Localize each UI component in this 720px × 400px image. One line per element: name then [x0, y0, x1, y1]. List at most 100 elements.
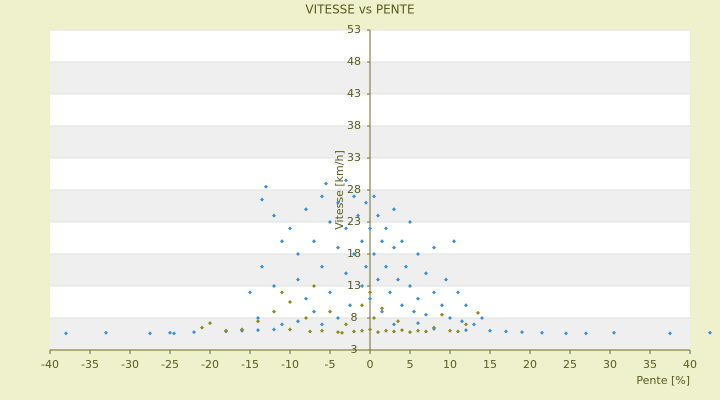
y-tick-label: 43 — [347, 87, 361, 100]
scatter-point — [344, 226, 348, 231]
x-tick-label: 20 — [523, 358, 537, 371]
scatter-point — [584, 331, 588, 336]
scatter-point — [368, 296, 372, 301]
scatter-point — [480, 316, 484, 320]
scatter-point — [392, 322, 396, 327]
scatter-point — [412, 309, 416, 314]
scatter-point — [312, 239, 316, 244]
scatter-point — [256, 316, 260, 320]
scatter-point — [224, 328, 228, 333]
scatter-point — [384, 226, 388, 231]
scatter-point — [304, 207, 308, 212]
scatter-point — [452, 239, 456, 244]
scatter-point — [296, 319, 300, 324]
scatter-point — [540, 330, 544, 335]
y-tick-label: 48 — [347, 55, 361, 68]
scatter-point — [416, 321, 420, 326]
scatter-point — [148, 331, 152, 336]
scatter-point — [376, 330, 380, 335]
scatter-point — [396, 277, 400, 282]
scatter-point — [372, 316, 376, 320]
scatter-point — [360, 303, 364, 308]
x-tick-label: 35 — [643, 358, 657, 371]
scatter-point — [400, 328, 404, 333]
scatter-point — [192, 330, 196, 335]
scatter-point — [288, 226, 292, 231]
scatter-point — [360, 239, 364, 244]
scatter-point — [456, 290, 460, 295]
scatter-point — [304, 316, 308, 320]
scatter-point — [612, 330, 616, 335]
scatter-point — [424, 271, 428, 276]
scatter-point — [444, 277, 448, 282]
plot-area: 38131823283338434853-40-35-30-25-20-15-1… — [41, 23, 697, 371]
scatter-point — [356, 213, 360, 218]
scatter-point — [416, 328, 420, 333]
scatter-point — [272, 284, 276, 288]
scatter-point — [380, 309, 384, 314]
scatter-point — [456, 329, 460, 334]
scatter-point — [448, 316, 452, 320]
scatter-point — [376, 277, 380, 282]
y-tick-label: 28 — [347, 183, 361, 196]
scatter-point — [440, 303, 444, 308]
scatter-point — [360, 284, 364, 288]
scatter-point — [416, 296, 420, 301]
scatter-point — [340, 330, 344, 335]
scatter-point — [424, 312, 428, 317]
scatter-point — [312, 284, 316, 288]
scatter-point — [104, 330, 108, 335]
x-tick-label: 25 — [563, 358, 577, 371]
scatter-point — [488, 328, 492, 333]
scatter-point — [404, 264, 408, 269]
scatter-point — [472, 322, 476, 327]
scatter-point — [260, 264, 264, 269]
scatter-point — [392, 207, 396, 212]
y-axis-title: Vitesse [km/h] — [333, 150, 346, 230]
x-tick-label: -15 — [241, 358, 259, 371]
scatter-point — [368, 327, 372, 332]
scatter-point — [320, 328, 324, 333]
scatter-point — [320, 264, 324, 269]
scatter-point — [172, 331, 176, 336]
x-tick-label: -10 — [281, 358, 299, 371]
scatter-point — [708, 330, 712, 335]
scatter-point — [372, 194, 376, 199]
y-tick-label: 8 — [351, 311, 358, 324]
scatter-point — [64, 331, 68, 336]
scatter-point — [424, 329, 428, 334]
scatter-point — [504, 329, 508, 334]
scatter-point — [260, 197, 264, 202]
scatter-point — [408, 220, 412, 224]
scatter-point — [324, 181, 328, 186]
scatter-point — [564, 331, 568, 336]
scatter-point — [288, 327, 292, 332]
scatter-point — [408, 284, 412, 288]
scatter-point — [668, 331, 672, 336]
scatter-point — [448, 328, 452, 333]
scatter-point — [240, 327, 244, 332]
x-tick-label: 40 — [683, 358, 697, 371]
scatter-point — [384, 328, 388, 333]
scatter-point — [432, 245, 436, 250]
chart-title: VITESSE vs PENTE — [305, 3, 414, 17]
scatter-point — [256, 319, 260, 324]
scatter-point — [344, 178, 348, 183]
scatter-point — [372, 252, 376, 256]
scatter-point — [280, 290, 284, 295]
scatter-point — [380, 239, 384, 244]
scatter-point — [368, 290, 372, 295]
scatter-point — [364, 200, 368, 205]
scatter-point — [280, 239, 284, 244]
scatter-point — [376, 213, 380, 218]
scatter-point — [392, 329, 396, 334]
scatter-point — [336, 200, 340, 205]
scatter-point — [264, 184, 268, 189]
scatter-point — [288, 300, 292, 304]
x-tick-label: 5 — [407, 358, 414, 371]
x-axis-title: Pente [%] — [636, 374, 690, 387]
scatter-point — [396, 319, 400, 324]
scatter-point — [168, 330, 172, 335]
x-tick-label: -20 — [201, 358, 219, 371]
